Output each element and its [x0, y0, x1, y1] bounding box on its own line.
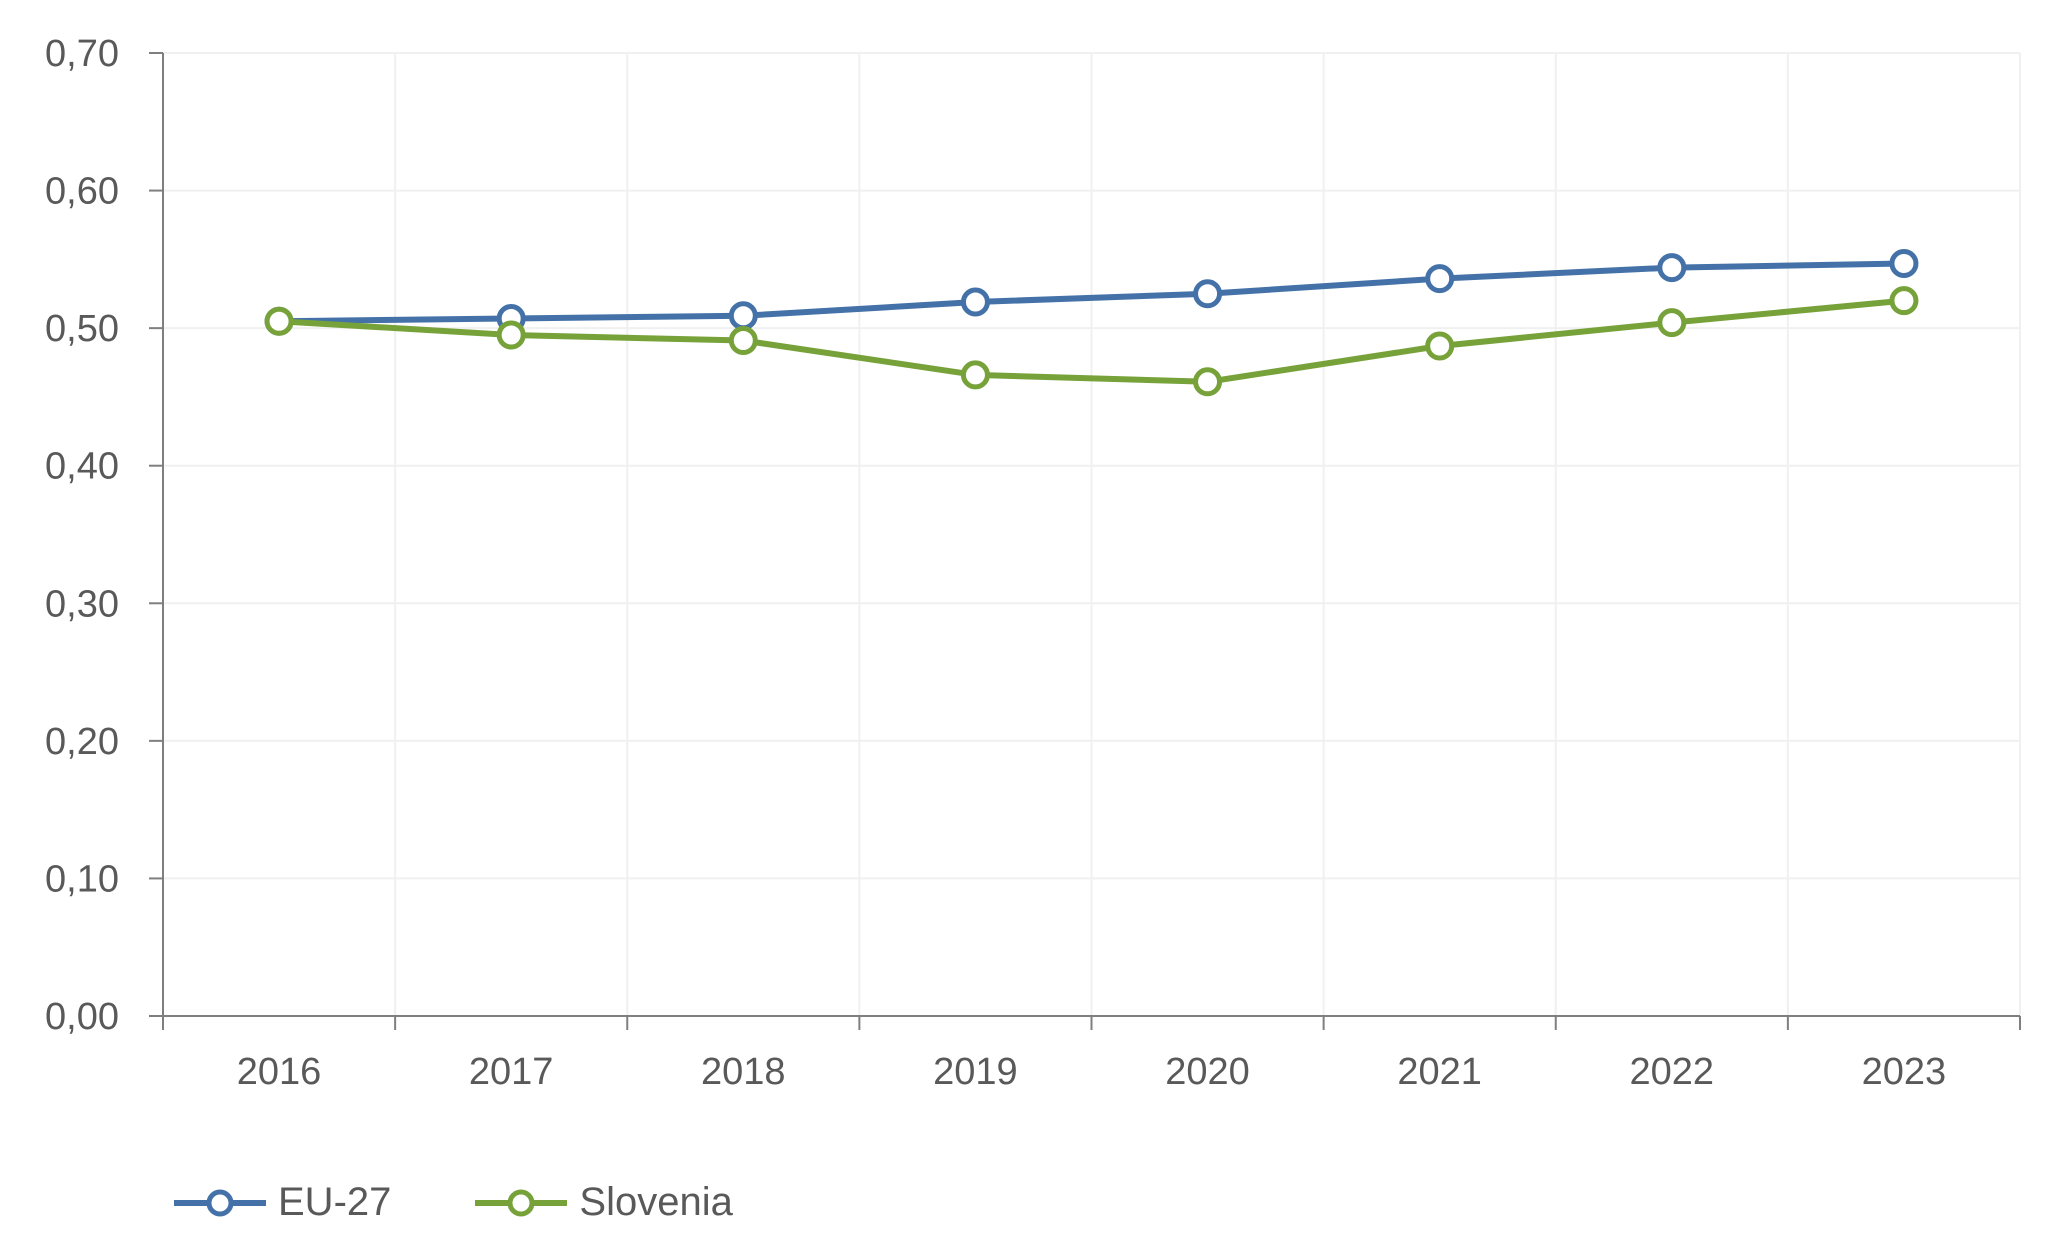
legend-swatch-eu27	[174, 1189, 266, 1216]
y-tick-label: 0,00	[45, 996, 119, 1038]
x-tick-label: 2023	[1862, 1051, 1947, 1093]
data-point-slovenia	[960, 360, 990, 390]
y-tick-label: 0,20	[45, 721, 119, 763]
x-tick-label: 2018	[701, 1051, 786, 1093]
y-tick-label: 0,10	[45, 858, 119, 900]
legend-item-eu27: EU-27	[170, 1180, 391, 1225]
data-point-slovenia	[1425, 331, 1455, 361]
legend-swatch-slovenia	[475, 1189, 568, 1216]
x-tick-label: 2017	[469, 1051, 554, 1093]
x-tick-label: 2016	[237, 1051, 322, 1093]
x-tick-label: 2021	[1397, 1051, 1482, 1093]
data-point-slovenia	[264, 306, 294, 336]
x-tick-label: 2022	[1630, 1051, 1715, 1093]
data-point-eu-27	[1657, 253, 1687, 283]
series-line-eu-27	[279, 260, 1904, 325]
data-point-eu-27	[1193, 279, 1223, 309]
y-tick-label: 0,70	[45, 33, 119, 75]
y-tick-label: 0,50	[45, 308, 119, 350]
legend-item-slovenia: Slovenia	[471, 1180, 733, 1225]
data-point-slovenia	[1193, 367, 1223, 397]
data-point-eu-27	[960, 287, 990, 317]
data-point-eu-27	[1889, 248, 1919, 278]
y-tick-label: 0,60	[45, 171, 119, 213]
y-tick-label: 0,40	[45, 446, 119, 488]
y-tick-label: 0,30	[45, 583, 119, 625]
data-point-slovenia	[728, 326, 758, 356]
series-lines	[278, 260, 1905, 385]
data-point-eu-27	[728, 301, 758, 331]
axes	[149, 52, 2021, 1030]
data-point-slovenia	[496, 320, 526, 350]
data-point-slovenia	[1889, 286, 1919, 316]
x-tick-label: 2019	[933, 1051, 1018, 1093]
data-point-slovenia	[1657, 308, 1687, 338]
data-point-eu-27	[1425, 264, 1455, 294]
legend-label-slovenia: Slovenia	[579, 1180, 733, 1224]
series-line-slovenia	[278, 297, 1905, 385]
legend: EU-27 Slovenia	[170, 1180, 733, 1225]
gridlines	[163, 52, 2021, 1016]
x-tick-label: 2020	[1165, 1051, 1250, 1093]
x-axis-tick-labels: 2016 2017 2018 2019 2020 2021 2022 2023	[237, 1051, 1946, 1093]
y-axis-tick-labels: 0,00 0,10 0,20 0,30 0,40 0,50 0,60 0,70	[45, 33, 119, 1038]
series-points	[264, 248, 1919, 397]
legend-label-eu27: EU-27	[278, 1180, 392, 1224]
